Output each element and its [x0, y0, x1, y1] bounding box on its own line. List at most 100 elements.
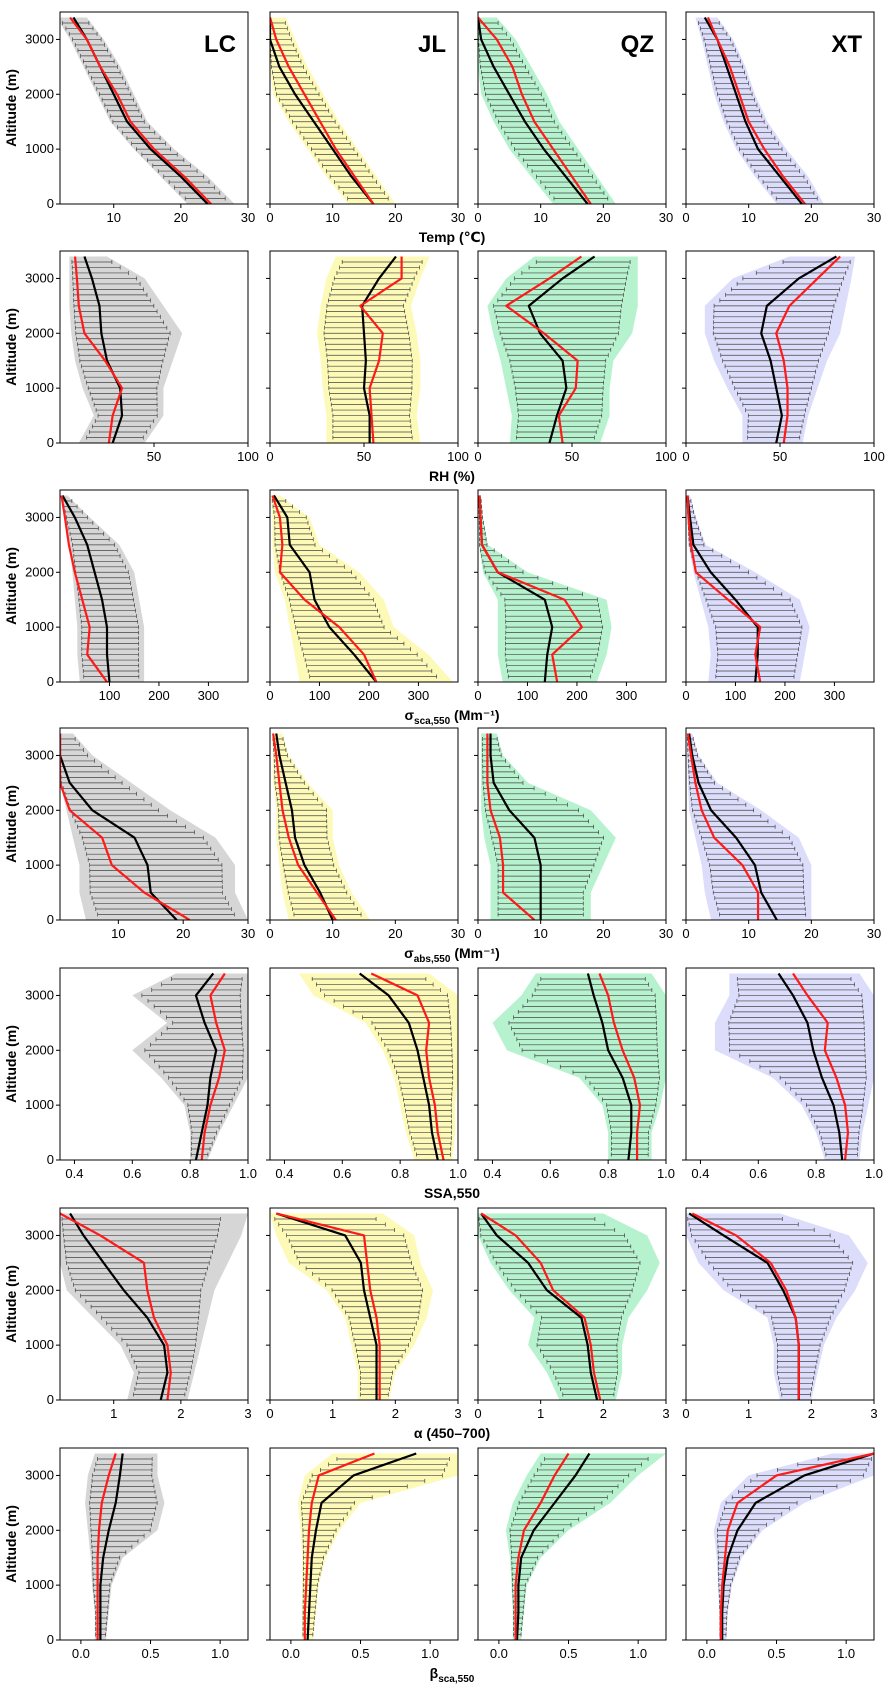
x-axis-label: σabs,550 (Mm⁻¹) [404, 945, 500, 965]
panel-frame [477, 967, 667, 1161]
x-tick-label: 20 [388, 210, 402, 225]
mean-profile [194, 972, 218, 1160]
x-tick-label: 100 [309, 688, 331, 703]
x-tick-label: 200 [148, 688, 170, 703]
y-axis-label: Altitude (m) [3, 1505, 19, 1583]
panel-frame [685, 11, 875, 205]
panel-beta-jl: 0.0 0.5 1.0 [266, 1447, 459, 1661]
x-tick-label: 0 [266, 449, 273, 464]
x-tick-label: 100 [863, 449, 885, 464]
plot-area [270, 494, 454, 682]
x-tick-label: 3 [454, 1406, 461, 1421]
x-tick-label: 2 [177, 1406, 184, 1421]
x-tick-label: 30 [659, 926, 673, 941]
plot-area [478, 495, 612, 682]
median-profile [505, 255, 583, 443]
plot-area [271, 733, 371, 920]
median-profile [60, 495, 108, 682]
range-shade [713, 1453, 874, 1640]
x-tick-label: 100 [655, 449, 677, 464]
plot-area [478, 1212, 660, 1400]
plot-area [686, 495, 810, 682]
x-tick-label: 200 [358, 688, 380, 703]
mean-profile [686, 495, 759, 682]
x-tick-label: 30 [451, 210, 465, 225]
panel-beta-lc: 0.0 0.5 1.0 0 1000 2000 3000 [25, 1447, 249, 1661]
x-tick-label: 10 [533, 926, 547, 941]
y-axis-label: Altitude (m) [3, 1025, 19, 1103]
x-tick-label: 2 [808, 1406, 815, 1421]
x-axis-label: SSA,550 [424, 1185, 480, 1201]
x-tick-label: 0 [474, 688, 481, 703]
x-tick-label: 50 [357, 449, 371, 464]
x-tick-label: 1.0 [211, 1646, 229, 1661]
x-tick-label: 0 [682, 926, 689, 941]
y-tick-label: 3000 [25, 987, 54, 1002]
x-tick-label: 3 [870, 1406, 877, 1421]
panel-frame [477, 1207, 667, 1401]
x-tick-label: 50 [773, 449, 787, 464]
x-axis-label: βsca,550 [430, 1665, 475, 1685]
mean-profile [760, 255, 837, 443]
mean-profile [270, 17, 375, 204]
y-axis-label: Altitude (m) [3, 1265, 19, 1343]
mean-profile [777, 972, 844, 1160]
x-tick-label: 0 [682, 1406, 689, 1421]
mean-profile [306, 1452, 417, 1640]
x-axis-label: RH (%) [429, 468, 475, 484]
plot-area [505, 1452, 666, 1640]
x-tick-label: 3 [662, 1406, 669, 1421]
panel-frame [477, 727, 667, 921]
x-tick-label: 0.0 [490, 1646, 508, 1661]
x-tick-label: 0 [266, 688, 273, 703]
median-profile [478, 495, 583, 682]
x-tick-label: 100 [725, 688, 747, 703]
x-tick-label: 20 [596, 926, 610, 941]
plot-area [686, 1212, 868, 1400]
median-profile [200, 972, 226, 1160]
mean-profile [61, 494, 111, 682]
site-label-xt: XT [831, 31, 862, 58]
row-beta: 0.0 0.5 1.0 0 1000 2000 3000 0.0 0.5 1.0 0.0 0.5 1.0… [3, 1447, 875, 1685]
x-tick-label: 0.6 [123, 1166, 141, 1181]
plot-area [704, 255, 856, 443]
x-tick-label: 0.8 [599, 1166, 617, 1181]
x-tick-label: 10 [325, 926, 339, 941]
y-tick-label: 2000 [25, 802, 54, 817]
y-tick-label: 2000 [25, 564, 54, 579]
x-tick-label: 30 [659, 210, 673, 225]
median-profile [686, 495, 762, 682]
mean-profile [60, 733, 178, 920]
site-label-lc: LC [204, 31, 236, 58]
panel-frame [269, 1447, 459, 1641]
panel-alpha-qz: 0 1 2 3 [474, 1207, 670, 1421]
y-tick-label: 0 [47, 674, 54, 689]
mean-profile [99, 1453, 124, 1640]
x-tick-label: 100 [99, 688, 121, 703]
median-profile [480, 1212, 602, 1400]
plot-area [60, 733, 248, 920]
y-tick-label: 3000 [25, 509, 54, 524]
panel-scat-jl: 0 100 200 300 [266, 489, 459, 703]
x-tick-label: 1 [745, 1406, 752, 1421]
x-tick-label: 0.8 [807, 1166, 825, 1181]
mean-profile [275, 1212, 378, 1400]
x-tick-label: 0 [682, 688, 689, 703]
site-label-jl: JL [418, 31, 446, 58]
x-tick-label: 1 [110, 1406, 117, 1421]
median-profile [303, 1452, 375, 1640]
panel-frame [269, 727, 459, 921]
x-tick-label: 0.4 [275, 1166, 293, 1181]
x-axis-label: σsca,550 (Mm⁻¹) [404, 707, 499, 727]
y-tick-label: 2000 [25, 1522, 54, 1537]
range-shade [297, 1453, 458, 1640]
median-profile [719, 1452, 874, 1640]
y-tick-label: 1000 [25, 857, 54, 872]
x-tick-label: 300 [824, 688, 846, 703]
x-tick-label: 1.0 [239, 1166, 257, 1181]
panel-frame [59, 11, 249, 205]
x-tick-label: 20 [804, 210, 818, 225]
